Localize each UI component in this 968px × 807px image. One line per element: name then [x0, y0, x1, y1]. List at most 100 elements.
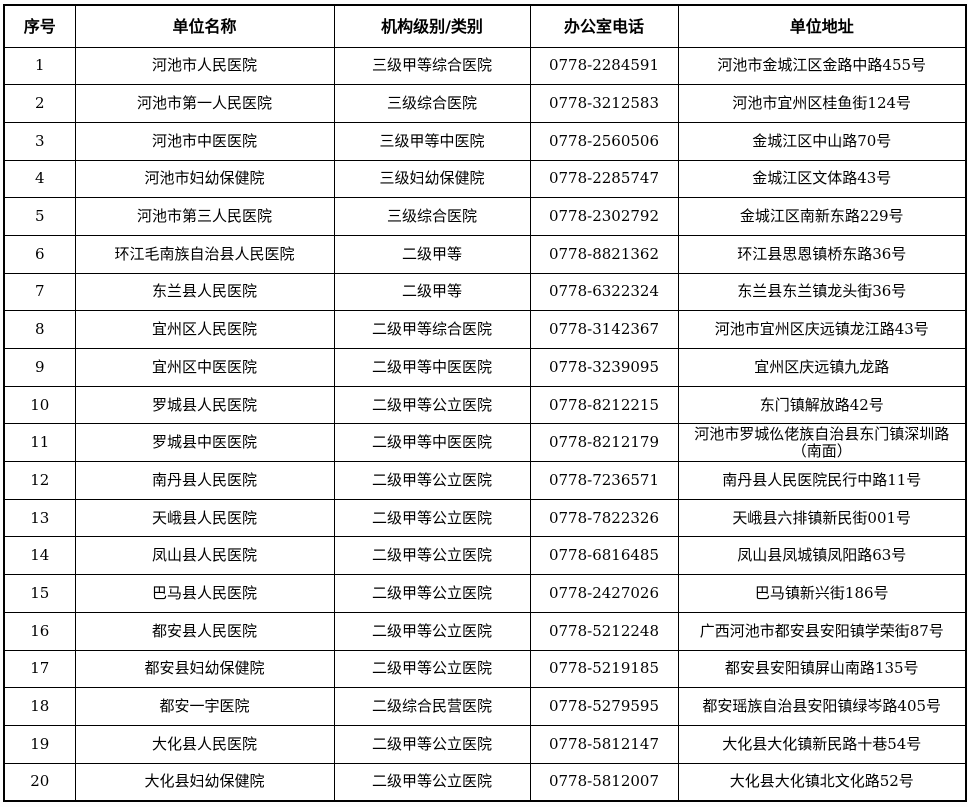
cell-serial-number: 18 — [3, 687, 76, 726]
cell-unit-name: 河池市第三人民医院 — [74, 197, 335, 236]
cell-office-phone: 0778-8212179 — [529, 423, 679, 463]
cell-unit-address: 环江县思恩镇桥东路36号 — [677, 234, 967, 274]
cell-unit-name: 大化县妇幼保健院 — [74, 762, 335, 802]
cell-unit-address: 金城江区南新东路229号 — [677, 197, 967, 236]
column-header-office-phone: 办公室电话 — [529, 4, 679, 48]
table-row: 3 河池市中医医院 三级甲等中医院 0778-2560506 金城江区中山路70号 — [3, 121, 967, 161]
column-header-unit-name: 单位名称 — [74, 4, 335, 48]
cell-serial-number: 6 — [3, 234, 76, 274]
cell-unit-name: 都安县人民医院 — [74, 611, 335, 651]
cell-level-category: 二级甲等 — [333, 272, 531, 312]
cell-unit-address: 南丹县人民医院民行中路11号 — [677, 461, 967, 500]
cell-office-phone: 0778-5812007 — [529, 762, 679, 802]
cell-office-phone: 0778-8821362 — [529, 234, 679, 274]
cell-level-category: 二级甲等综合医院 — [333, 310, 531, 349]
hospital-directory-table: 序号 单位名称 机构级别/类别 办公室电话 单位地址 1 河池市人民医院 三级甲等综… — [3, 4, 967, 802]
cell-level-category: 二级甲等公立医院 — [333, 498, 531, 538]
table-row: 10 罗城县人民医院 二级甲等公立医院 0778-8212215 东门镇解放路42号 — [3, 385, 967, 425]
cell-unit-address: 河池市宜州区庆远镇龙江路43号 — [677, 310, 967, 349]
table-row: 5 河池市第三人民医院 三级综合医院 0778-2302792 金城江区南新东路229号 — [3, 197, 967, 236]
cell-unit-address: 金城江区中山路70号 — [677, 121, 967, 161]
table-row: 12 南丹县人民医院 二级甲等公立医院 0778-7236571 南丹县人民医院民行中路… — [3, 461, 967, 500]
cell-office-phone: 0778-7236571 — [529, 461, 679, 500]
table-row: 13 天峨县人民医院 二级甲等公立医院 0778-7822326 天峨县六排镇新民街00… — [3, 498, 967, 538]
table-row: 9 宜州区中医医院 二级甲等中医医院 0778-3239095 宜州区庆远镇九龙路 — [3, 348, 967, 387]
table-row: 8 宜州区人民医院 二级甲等综合医院 0778-3142367 河池市宜州区庆远镇龙江路… — [3, 310, 967, 349]
cell-serial-number: 17 — [3, 649, 76, 689]
table-body: 1 河池市人民医院 三级甲等综合医院 0778-2284591 河池市金城江区金路中路4… — [3, 46, 967, 802]
cell-office-phone: 0778-2284591 — [529, 46, 679, 86]
cell-serial-number: 9 — [3, 348, 76, 387]
cell-office-phone: 0778-5212248 — [529, 611, 679, 651]
table-row: 6 环江毛南族自治县人民医院 二级甲等 0778-8821362 环江县思恩镇桥东路36… — [3, 234, 967, 274]
column-header-unit-address: 单位地址 — [677, 4, 967, 48]
cell-unit-address: 河池市罗城仫佬族自治县东门镇深圳路（南面） — [677, 423, 967, 463]
cell-serial-number: 2 — [3, 84, 76, 123]
cell-unit-name: 巴马县人民医院 — [74, 574, 335, 613]
cell-unit-address: 巴马镇新兴街186号 — [677, 574, 967, 613]
table-row: 15 巴马县人民医院 二级甲等公立医院 0778-2427026 巴马镇新兴街186号 — [3, 574, 967, 613]
cell-unit-name: 大化县人民医院 — [74, 724, 335, 764]
table-row: 7 东兰县人民医院 二级甲等 0778-6322324 东兰县东兰镇龙头街36号 — [3, 272, 967, 312]
cell-level-category: 二级甲等公立医院 — [333, 385, 531, 425]
cell-level-category: 二级甲等公立医院 — [333, 536, 531, 576]
cell-serial-number: 5 — [3, 197, 76, 236]
table-row: 18 都安一宇医院 二级综合民营医院 0778-5279595 都安瑶族自治县安阳镇绿岑… — [3, 687, 967, 726]
cell-serial-number: 19 — [3, 724, 76, 764]
cell-unit-address: 河池市宜州区桂鱼街124号 — [677, 84, 967, 123]
cell-unit-name: 环江毛南族自治县人民医院 — [74, 234, 335, 274]
cell-serial-number: 13 — [3, 498, 76, 538]
cell-level-category: 二级甲等公立医院 — [333, 574, 531, 613]
cell-unit-name: 罗城县人民医院 — [74, 385, 335, 425]
cell-unit-name: 宜州区人民医院 — [74, 310, 335, 349]
table-row: 14 凤山县人民医院 二级甲等公立医院 0778-6816485 凤山县凤城镇凤阳路63… — [3, 536, 967, 576]
cell-serial-number: 15 — [3, 574, 76, 613]
cell-serial-number: 4 — [3, 159, 76, 199]
cell-unit-address: 河池市金城江区金路中路455号 — [677, 46, 967, 86]
table-row: 19 大化县人民医院 二级甲等公立医院 0778-5812147 大化县大化镇新民路十巷… — [3, 724, 967, 764]
column-header-serial-number: 序号 — [3, 4, 76, 48]
cell-unit-address: 大化县大化镇北文化路52号 — [677, 762, 967, 802]
cell-unit-address: 东兰县东兰镇龙头街36号 — [677, 272, 967, 312]
cell-unit-name: 都安一宇医院 — [74, 687, 335, 726]
cell-unit-name: 凤山县人民医院 — [74, 536, 335, 576]
cell-unit-name: 南丹县人民医院 — [74, 461, 335, 500]
cell-unit-name: 宜州区中医医院 — [74, 348, 335, 387]
cell-serial-number: 1 — [3, 46, 76, 86]
cell-unit-address: 天峨县六排镇新民街001号 — [677, 498, 967, 538]
cell-level-category: 二级甲等公立医院 — [333, 461, 531, 500]
cell-unit-address: 金城江区文体路43号 — [677, 159, 967, 199]
cell-office-phone: 0778-5279595 — [529, 687, 679, 726]
cell-office-phone: 0778-3142367 — [529, 310, 679, 349]
column-header-level-category: 机构级别/类别 — [333, 4, 531, 48]
cell-unit-name: 河池市中医医院 — [74, 121, 335, 161]
cell-unit-name: 河池市人民医院 — [74, 46, 335, 86]
table-row: 11 罗城县中医医院 二级甲等中医医院 0778-8212179 河池市罗城仫佬族自治县… — [3, 423, 967, 463]
cell-office-phone: 0778-3239095 — [529, 348, 679, 387]
cell-level-category: 二级甲等公立医院 — [333, 611, 531, 651]
cell-office-phone: 0778-5219185 — [529, 649, 679, 689]
cell-office-phone: 0778-5812147 — [529, 724, 679, 764]
cell-unit-address: 大化县大化镇新民路十巷54号 — [677, 724, 967, 764]
cell-level-category: 三级综合医院 — [333, 197, 531, 236]
cell-unit-name: 罗城县中医医院 — [74, 423, 335, 463]
cell-serial-number: 14 — [3, 536, 76, 576]
cell-serial-number: 3 — [3, 121, 76, 161]
cell-office-phone: 0778-3212583 — [529, 84, 679, 123]
cell-office-phone: 0778-6322324 — [529, 272, 679, 312]
cell-unit-address: 都安县安阳镇屏山南路135号 — [677, 649, 967, 689]
cell-level-category: 三级综合医院 — [333, 84, 531, 123]
table-header: 序号 单位名称 机构级别/类别 办公室电话 单位地址 — [3, 4, 967, 48]
cell-unit-name: 都安县妇幼保健院 — [74, 649, 335, 689]
table-row: 20 大化县妇幼保健院 二级甲等公立医院 0778-5812007 大化县大化镇北文化路… — [3, 762, 967, 802]
cell-serial-number: 16 — [3, 611, 76, 651]
cell-level-category: 二级甲等公立医院 — [333, 762, 531, 802]
cell-serial-number: 12 — [3, 461, 76, 500]
cell-serial-number: 10 — [3, 385, 76, 425]
cell-level-category: 三级妇幼保健院 — [333, 159, 531, 199]
cell-level-category: 二级甲等公立医院 — [333, 724, 531, 764]
cell-unit-address: 都安瑶族自治县安阳镇绿岑路405号 — [677, 687, 967, 726]
cell-office-phone: 0778-2285747 — [529, 159, 679, 199]
table-row: 17 都安县妇幼保健院 二级甲等公立医院 0778-5219185 都安县安阳镇屏山南路… — [3, 649, 967, 689]
